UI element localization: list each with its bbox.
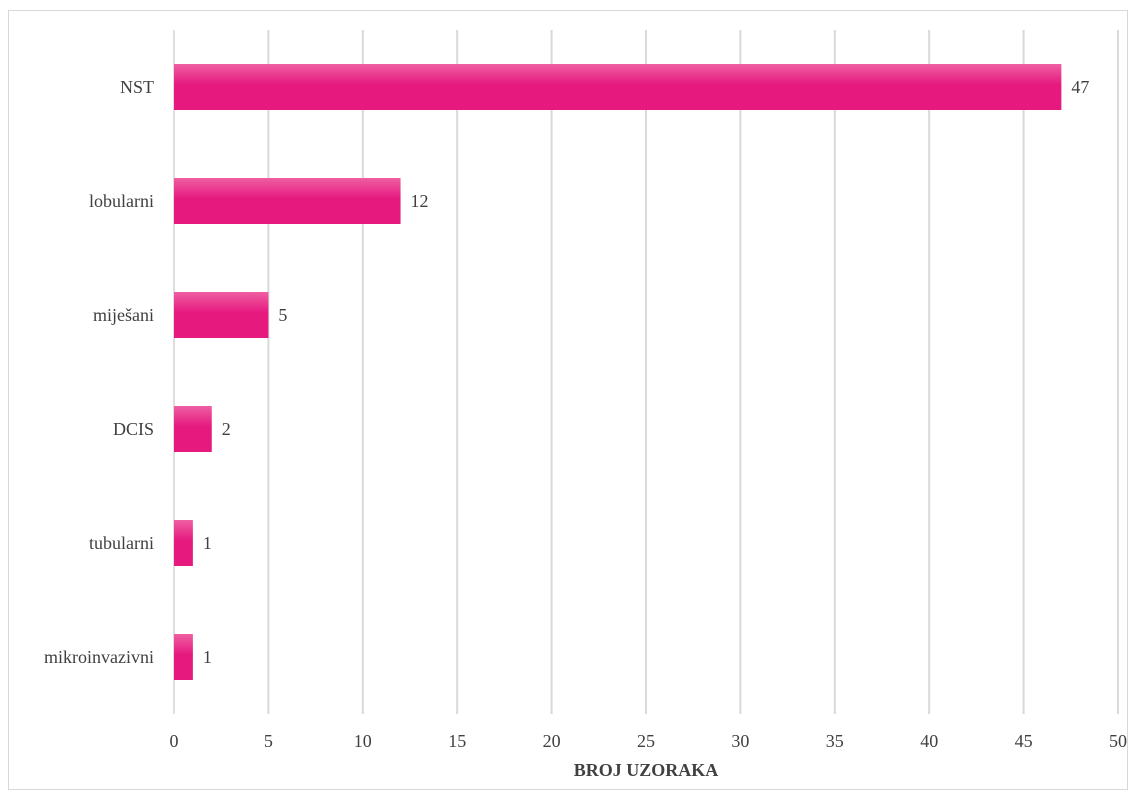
category-label: mikroinvazivni	[44, 647, 154, 667]
x-tick-label: 0	[170, 731, 179, 751]
bar	[174, 406, 212, 452]
bar	[174, 292, 269, 338]
chart-frame	[8, 10, 1128, 790]
bar	[174, 64, 1062, 110]
x-tick-label: 50	[1109, 731, 1127, 751]
x-tick-label: 5	[264, 731, 273, 751]
data-label: 5	[278, 305, 287, 325]
category-label: DCIS	[113, 419, 154, 439]
x-axis-title: BROJ UZORAKA	[574, 760, 719, 780]
x-tick-label: 40	[920, 731, 938, 751]
data-label: 47	[1071, 77, 1089, 97]
x-tick-label: 20	[543, 731, 561, 751]
category-label: NST	[120, 77, 154, 97]
x-tick-label: 15	[448, 731, 466, 751]
data-label: 1	[203, 533, 212, 553]
data-label: 2	[222, 419, 231, 439]
bar	[174, 178, 401, 224]
gridlines	[173, 30, 1119, 714]
category-label: miješani	[93, 305, 154, 325]
x-tick-label: 45	[1015, 731, 1033, 751]
x-tick-label: 35	[826, 731, 844, 751]
x-tick-label: 30	[731, 731, 749, 751]
category-label: lobularni	[89, 191, 154, 211]
bar	[174, 520, 193, 566]
bars	[174, 64, 1062, 680]
data-label: 1	[203, 647, 212, 667]
x-tick-label: 25	[637, 731, 655, 751]
data-label: 12	[411, 191, 429, 211]
bar	[174, 634, 193, 680]
x-tick-label: 10	[354, 731, 372, 751]
category-label: tubularni	[89, 533, 154, 553]
